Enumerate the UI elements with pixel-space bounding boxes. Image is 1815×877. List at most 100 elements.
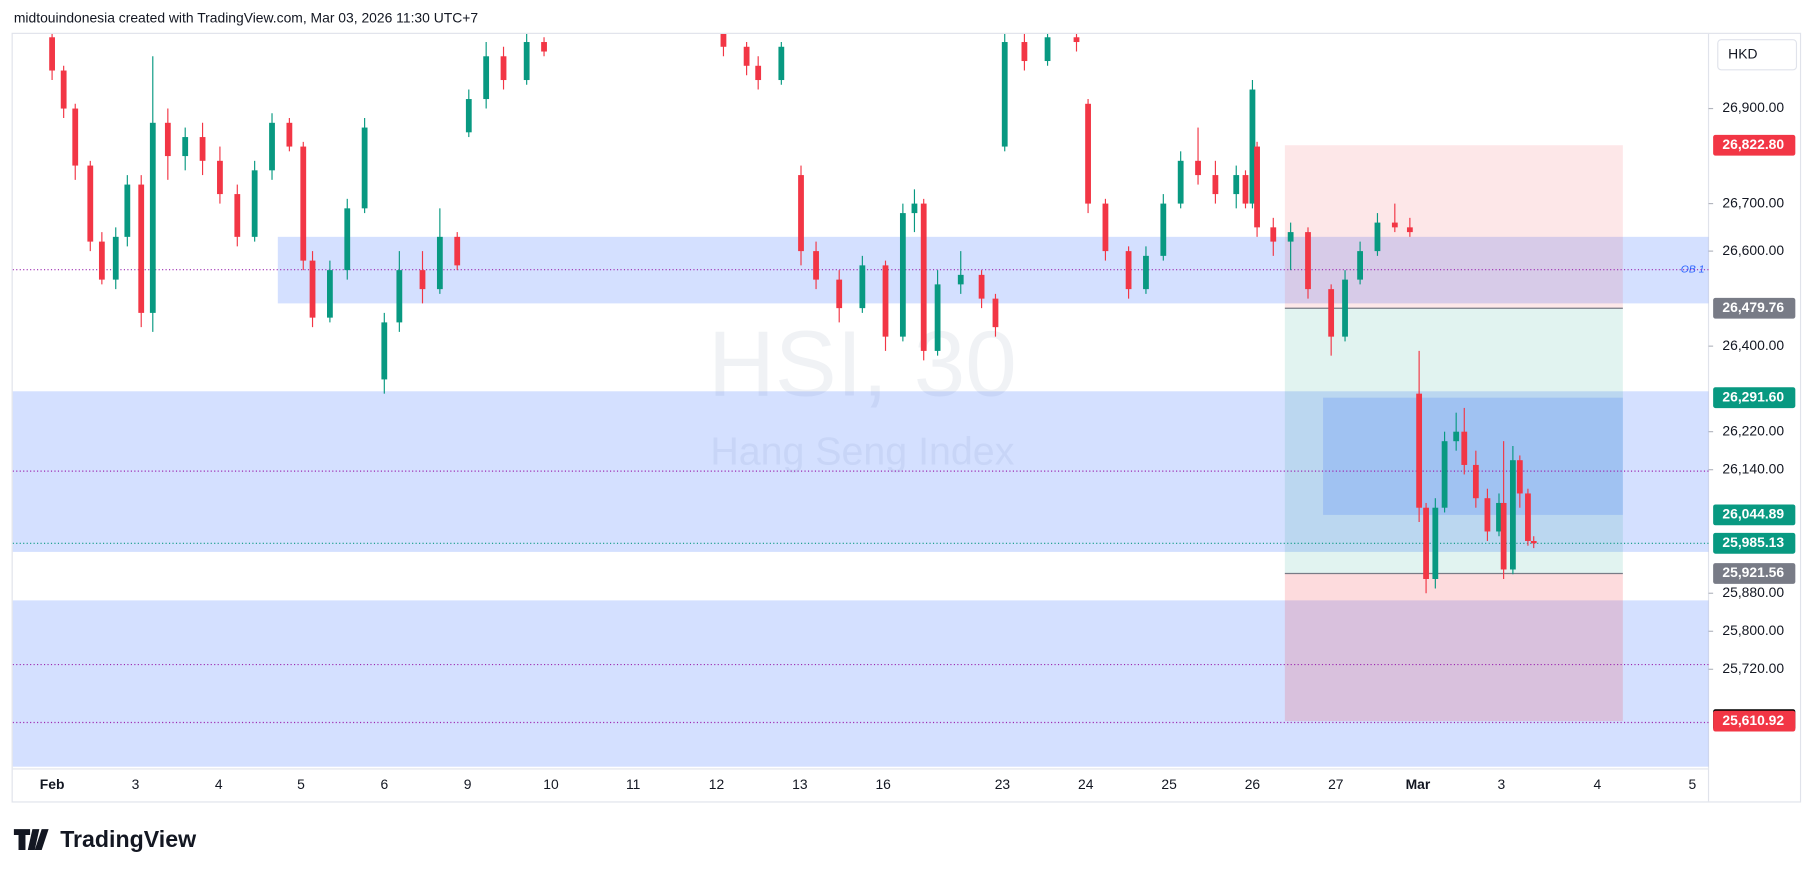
candle-body [1357,251,1363,280]
candle-body [1496,502,1502,532]
candle-body [1160,203,1167,256]
candle-body [743,46,750,66]
candle-body [992,298,999,328]
candle-body [1525,493,1531,541]
candle-body [300,146,307,261]
y-tick-label: 26,700.00 [1722,194,1784,210]
price-badge [1713,504,1796,526]
x-tick-label: 4 [1594,776,1602,792]
candle-body [1453,431,1460,442]
price-badge [1713,532,1796,554]
candle-body [859,265,866,309]
currency[interactable]: HKD [1728,45,1757,61]
y-tick-label: 26,140.00 [1722,460,1784,476]
candle-body [251,170,258,237]
candle-body [500,56,507,81]
x-tick-label: 5 [1688,776,1696,792]
candle-body [836,279,843,309]
candle-body [286,122,293,147]
candle-body [309,260,316,318]
price-badge-label: 26,822.80 [1722,136,1784,152]
x-tick-label: 5 [297,776,305,792]
x-tick-label: 16 [875,776,891,792]
candle-body [1270,227,1277,242]
candle-body [1432,507,1439,579]
price-badge-label: 25,610.92 [1722,712,1784,728]
candle-body [899,213,906,337]
candle-body [164,122,171,157]
logo: TradingView [13,826,197,852]
x-tick-label: Mar [1406,776,1431,792]
candle-body [798,175,804,252]
candle-body [182,137,189,157]
candle-body [483,56,490,100]
candle-body [1416,393,1423,508]
candle-body [1102,203,1109,252]
candle-body [978,274,985,299]
watermark-subtitle: Hang Seng Index [710,430,1014,474]
candle-body [1287,232,1294,242]
candle-body [60,70,67,109]
price-badge-label: 26,044.89 [1722,506,1784,522]
x-tick-label: 26 [1245,776,1261,792]
logo-icon [13,829,49,851]
x-tick-label: 24 [1078,776,1094,792]
x-tick-label: 25 [1161,776,1177,792]
candle-body [1195,160,1201,176]
price-badge [1713,387,1796,409]
y-tick-label: 25,880.00 [1722,584,1784,600]
candle-body [1254,146,1260,228]
candle-body [1328,289,1335,337]
candle-body [344,208,351,271]
candle-body [1044,37,1051,62]
price-badge-label: 25,985.13 [1722,534,1784,550]
y-tick-label: 26,600.00 [1722,242,1784,258]
candle-body [778,46,785,81]
candle-body [1516,460,1523,494]
candle-body [269,122,275,171]
y-tick-label: 25,800.00 [1722,622,1784,638]
candle-body [381,322,388,380]
x-tick-label: 4 [215,776,223,792]
candle-body [1125,251,1132,290]
candle-body [72,108,79,166]
chart-frame [11,32,1802,803]
candle-body [1085,103,1091,204]
candle-body [217,160,223,195]
candle-body [1021,42,1028,62]
candle-body [1143,255,1149,290]
y-tick-label: 26,900.00 [1722,99,1784,115]
price-badge [1713,134,1796,156]
candle-body [112,236,119,280]
price-badge [1713,563,1796,584]
x-tick-label: 6 [380,776,388,792]
candle-body [465,99,472,133]
candle-body [755,65,762,81]
candle-body [1073,37,1080,43]
candle-body [49,37,55,71]
stop-zone [1284,573,1623,722]
candle-body [87,165,94,242]
price-badge [1713,297,1796,319]
candle-body [199,137,206,161]
x-tick-label: 9 [464,776,472,792]
candle-body [957,274,964,285]
price-badge-label: 25,921.56 [1722,564,1784,580]
candle-body [327,270,333,318]
candle-body [1212,175,1219,195]
candle-body [813,251,819,280]
currency-box[interactable] [1717,39,1798,71]
x-tick-label: 27 [1328,776,1344,792]
price-badge-label: 26,479.76 [1722,299,1784,315]
y-tick-label: 26,400.00 [1722,337,1784,353]
candle-body [234,194,241,237]
x-tick-label: 13 [792,776,808,792]
candle-body [149,122,156,313]
candle-body [1530,540,1537,544]
zone-label: OB 1 [1681,264,1705,275]
candle-body [523,42,530,81]
candle-body [1001,42,1008,147]
candle-body [720,33,727,47]
x-tick-label: 3 [1497,776,1505,792]
